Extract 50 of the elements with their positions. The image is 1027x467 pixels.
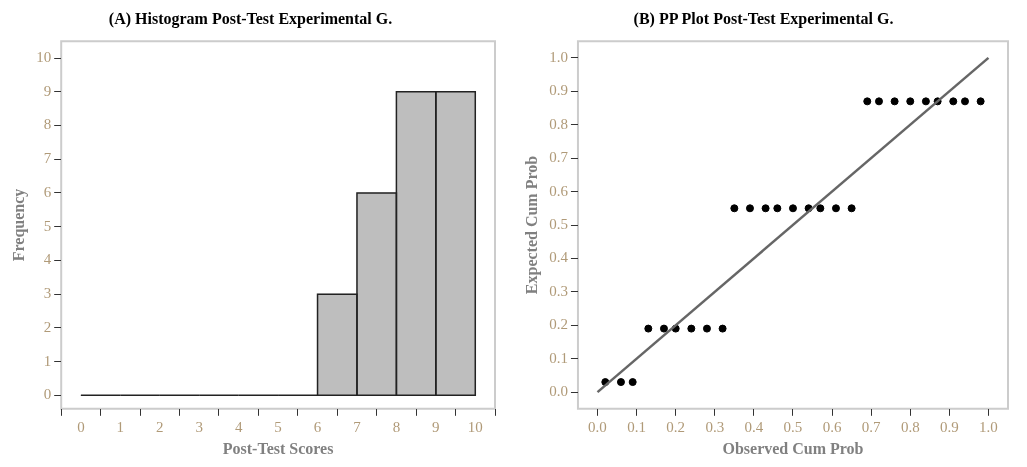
x-tick-label: 0.4 bbox=[744, 418, 764, 435]
x-tick-label: 2 bbox=[156, 418, 164, 435]
y-axis-title: Frequency bbox=[9, 188, 28, 262]
y-tick-label: 0.5 bbox=[549, 215, 568, 232]
x-axis-title: Observed Cum Prob bbox=[722, 439, 864, 457]
chart-title: (B) PP Plot Post-Test Experimental G. bbox=[633, 9, 894, 28]
x-tick-label: 7 bbox=[353, 418, 362, 435]
y-tick-label: 2 bbox=[43, 318, 52, 335]
y-axis-title: Expected Cum Prob bbox=[522, 155, 541, 295]
y-tick-label: 0.0 bbox=[549, 383, 568, 400]
x-tick-label: 1 bbox=[116, 418, 125, 435]
y-tick-label: 0.6 bbox=[549, 182, 569, 199]
x-tick-label: 0.8 bbox=[900, 418, 920, 435]
x-tick-label: 3 bbox=[195, 418, 203, 435]
y-tick-label: 0.9 bbox=[549, 82, 568, 99]
x-tick-label: 0.7 bbox=[861, 418, 882, 435]
x-tick-label: 0.5 bbox=[783, 418, 803, 435]
y-tick-label: 6 bbox=[43, 183, 52, 200]
x-tick-label: 0.1 bbox=[627, 418, 646, 435]
x-tick-label: 0.6 bbox=[822, 418, 842, 435]
x-tick-label: 0.0 bbox=[588, 418, 607, 435]
x-tick-label: 6 bbox=[313, 418, 322, 435]
x-tick-label: 8 bbox=[392, 418, 401, 435]
x-axis-title: Post-Test Scores bbox=[222, 439, 334, 457]
y-tick-label: 0.3 bbox=[549, 282, 568, 299]
x-tick-label: 0 bbox=[77, 418, 85, 435]
x-tick-label: 9 bbox=[432, 418, 440, 435]
y-tick-label: 3 bbox=[43, 285, 52, 302]
x-tick-label: 4 bbox=[234, 418, 243, 435]
y-tick-label: 1.0 bbox=[549, 48, 568, 65]
y-tick-label: 0.1 bbox=[549, 349, 568, 366]
y-tick-label: 5 bbox=[43, 217, 52, 234]
y-tick-label: 0.2 bbox=[549, 316, 568, 333]
y-tick-label: 0 bbox=[43, 386, 52, 403]
y-tick-label: 10 bbox=[36, 49, 52, 65]
x-tick-label: 0.2 bbox=[666, 418, 686, 435]
x-tick-label: 0.3 bbox=[705, 418, 725, 435]
y-tick-label: 8 bbox=[43, 116, 52, 133]
x-tick-label: 0.9 bbox=[939, 418, 959, 435]
y-tick-label: 4 bbox=[43, 251, 52, 268]
x-tick-label: 5 bbox=[274, 418, 282, 435]
x-tick-label: 10 bbox=[467, 418, 483, 435]
y-tick-label: 0.7 bbox=[549, 149, 569, 166]
y-tick-label: 1 bbox=[43, 352, 52, 369]
y-tick-label: 7 bbox=[43, 150, 52, 167]
y-tick-label: 0.4 bbox=[549, 249, 569, 266]
chart-title: (A) Histogram Post-Test Experimental G. bbox=[108, 9, 393, 28]
x-tick-label: 1.0 bbox=[979, 418, 998, 435]
y-tick-label: 9 bbox=[43, 82, 52, 99]
y-tick-label: 0.8 bbox=[549, 115, 568, 132]
